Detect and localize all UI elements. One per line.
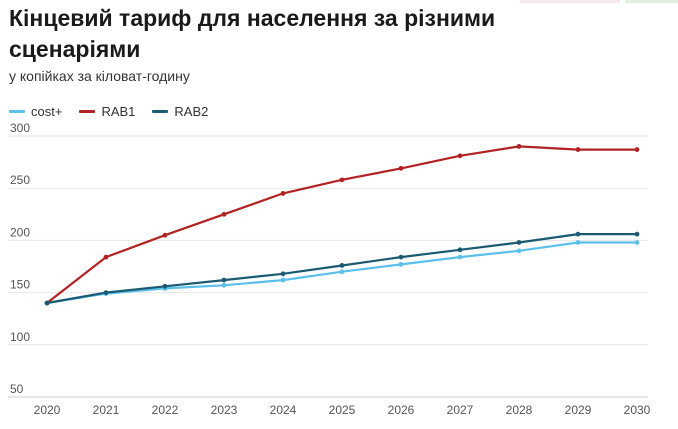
- legend-swatch-rab1: [79, 109, 96, 113]
- point-rab1-2030[interactable]: [634, 147, 640, 152]
- series-line-rab1: [45, 145, 639, 305]
- legend-swatch-cost-plus: [9, 109, 25, 113]
- point-rab2-2023[interactable]: [221, 277, 227, 283]
- legend-label-rab1: RAB1: [101, 103, 136, 119]
- point-rab1-2024[interactable]: [280, 191, 286, 196]
- series-layer: [44, 144, 640, 306]
- y-axis: 50 100 150 200 250 300: [10, 121, 30, 396]
- x-tick-label-2022: 2022: [152, 403, 179, 417]
- point-rab1-2021[interactable]: [103, 254, 109, 260]
- y-tick-label-300: 300: [10, 121, 30, 135]
- point-cost-plus-2027[interactable]: [457, 254, 463, 260]
- x-tick-label-2024: 2024: [270, 403, 297, 417]
- point-cost-plus-2026[interactable]: [398, 262, 404, 267]
- point-rab2-2030[interactable]: [634, 231, 640, 237]
- legend-item-rab2[interactable]: RAB2: [152, 104, 208, 119]
- point-cost-plus-2029[interactable]: [575, 240, 581, 245]
- x-tick-label-2025: 2025: [329, 403, 356, 417]
- legend-swatch-rab2: [152, 109, 169, 113]
- chart-title: Кінцевий тариф для населення за різними …: [9, 5, 496, 62]
- point-rab2-2027[interactable]: [457, 247, 463, 253]
- point-cost-plus-2024[interactable]: [280, 277, 286, 283]
- point-rab1-2025[interactable]: [339, 177, 345, 183]
- chart-legend: cost+ RAB1 RAB2: [9, 103, 225, 119]
- header-strip-right: [625, 0, 678, 3]
- point-cost-plus-2025[interactable]: [339, 269, 345, 275]
- x-tick-label-2026: 2026: [388, 403, 415, 417]
- point-cost-plus-2028[interactable]: [516, 248, 522, 254]
- header-strip-left: [520, 0, 620, 3]
- point-rab1-2029[interactable]: [575, 147, 581, 152]
- x-tick-label-2029: 2029: [565, 403, 592, 417]
- chart-subtitle: у копійках за кіловат-годину: [9, 68, 190, 84]
- legend-label-rab2: RAB2: [174, 103, 209, 119]
- point-rab1-2023[interactable]: [221, 211, 227, 217]
- point-rab2-2026[interactable]: [398, 254, 404, 260]
- y-tick-label-250: 250: [10, 173, 30, 187]
- x-tick-label-2028: 2028: [506, 403, 533, 417]
- point-rab1-2028[interactable]: [516, 144, 522, 149]
- x-tick-label-2020: 2020: [34, 403, 61, 417]
- point-rab2-2029[interactable]: [575, 231, 581, 237]
- x-tick-label-2030: 2030: [624, 403, 651, 417]
- y-tick-label-200: 200: [10, 225, 30, 239]
- x-tick-label-2027: 2027: [447, 403, 474, 417]
- legend-label-cost-plus: cost+: [31, 103, 63, 119]
- point-rab1-2026[interactable]: [398, 165, 404, 171]
- point-rab2-2025[interactable]: [339, 263, 345, 268]
- point-rab1-2027[interactable]: [457, 153, 463, 159]
- y-tick-label-150: 150: [10, 278, 30, 292]
- x-axis: 2020 2021 2022 2023 2024 2025 2026 2027 2028 2029…: [34, 403, 651, 417]
- point-rab2-2022[interactable]: [162, 283, 168, 289]
- point-rab2-2020[interactable]: [44, 300, 50, 306]
- point-cost-plus-2030[interactable]: [634, 240, 640, 245]
- point-cost-plus-2023[interactable]: [221, 282, 227, 288]
- legend-item-cost-plus[interactable]: cost+: [9, 104, 62, 119]
- x-tick-label-2023: 2023: [211, 403, 238, 417]
- x-tick-label-2021: 2021: [93, 403, 120, 417]
- point-rab2-2021[interactable]: [103, 290, 109, 295]
- y-tick-label-100: 100: [10, 330, 30, 344]
- point-rab1-2022[interactable]: [162, 232, 168, 238]
- point-rab2-2028[interactable]: [516, 240, 522, 245]
- legend-item-rab1[interactable]: RAB1: [79, 104, 135, 119]
- point-rab2-2024[interactable]: [280, 271, 286, 277]
- y-tick-label-50: 50: [10, 382, 24, 396]
